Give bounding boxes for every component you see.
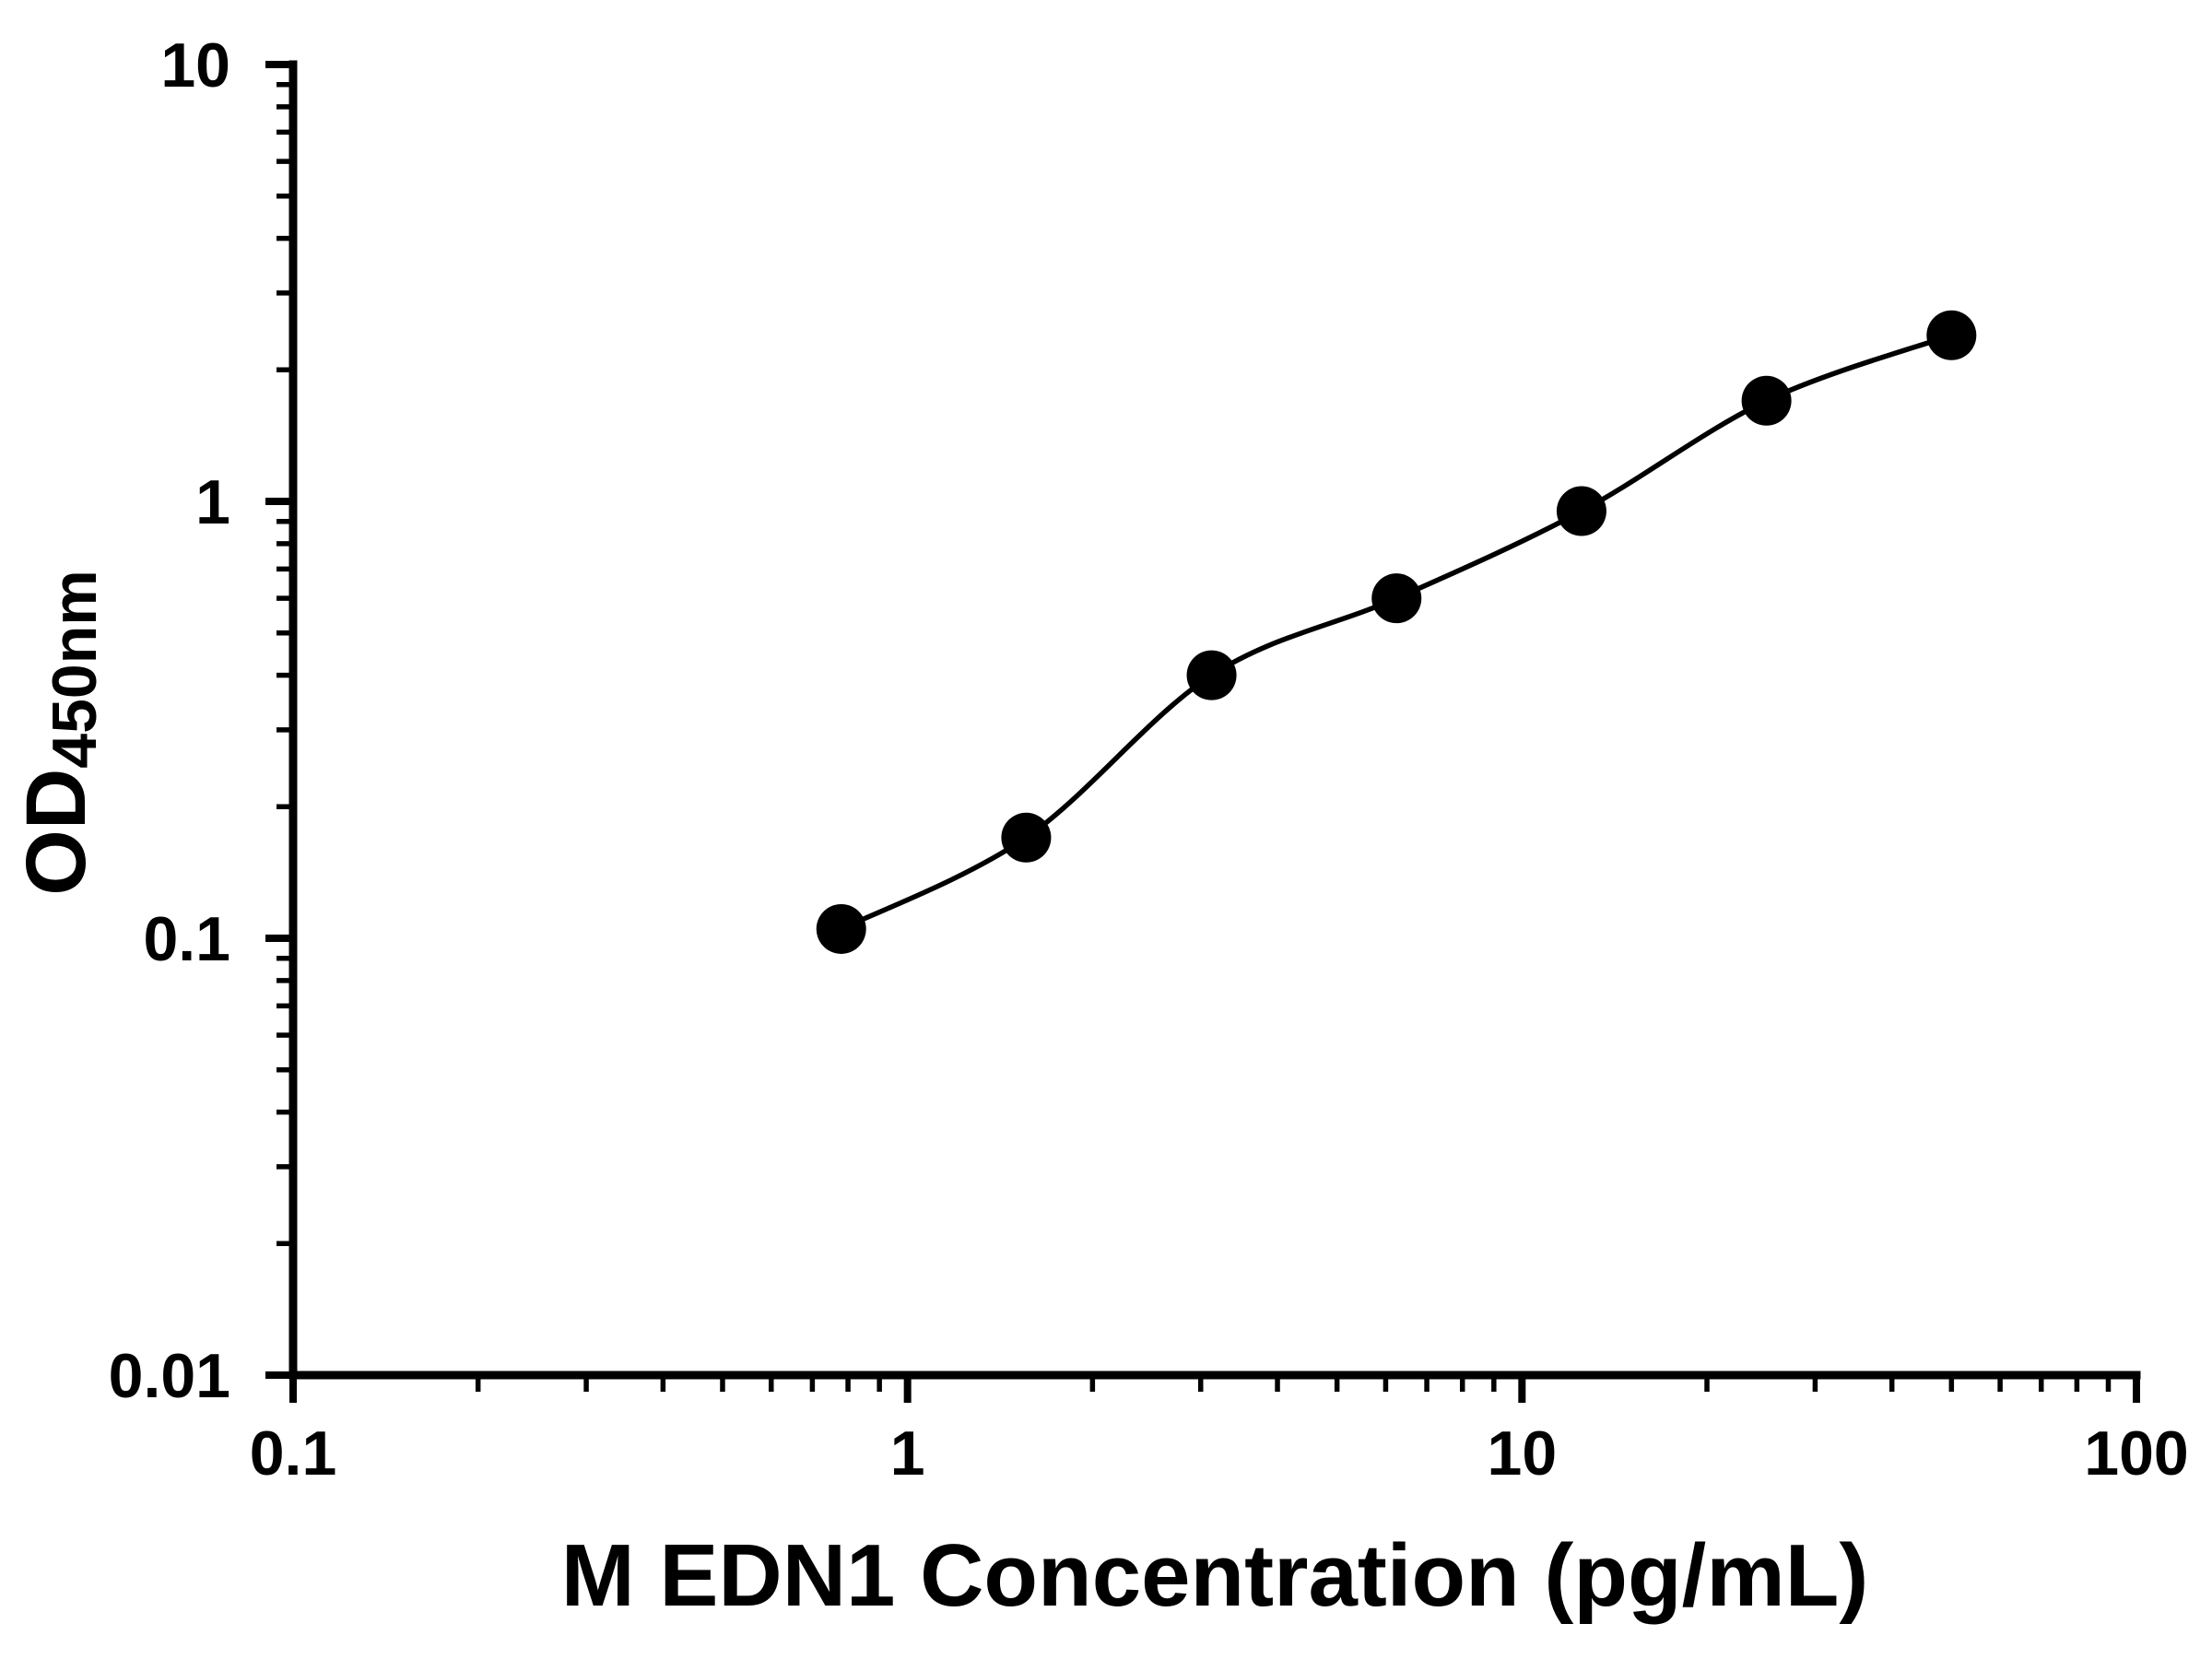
tick-layer [265,61,2140,1403]
series-layer [816,310,1977,954]
axes-layer [288,60,2141,1380]
data-point [1001,812,1052,863]
data-point [1556,486,1606,536]
y-axis-title-sub: 450nm [40,570,110,768]
y-tick-label: 10 [160,30,230,100]
data-point [1926,310,1977,360]
x-tick-label: 10 [1488,1418,1558,1488]
data-point [1371,573,1422,624]
data-point [816,903,866,954]
x-tick-label: 1 [890,1418,925,1488]
y-axis-title-main: OD [9,769,103,896]
tick-label-layer: 0.1 1 10 100 0.01 0.1 1 10 [109,30,2189,1488]
x-axis-title: M EDN1 Concentration (pg/mL) [561,1526,1869,1625]
data-point [1186,650,1237,700]
y-tick-label: 0.1 [143,904,230,974]
y-axis-title: OD450nm [9,570,110,895]
x-tick-label: 100 [2084,1418,2188,1488]
axis-spine [288,60,2141,1380]
data-point [1741,375,1792,426]
x-tick-label: 0.1 [250,1418,337,1488]
y-tick-label: 0.01 [109,1341,230,1411]
y-tick-label: 1 [195,467,230,537]
